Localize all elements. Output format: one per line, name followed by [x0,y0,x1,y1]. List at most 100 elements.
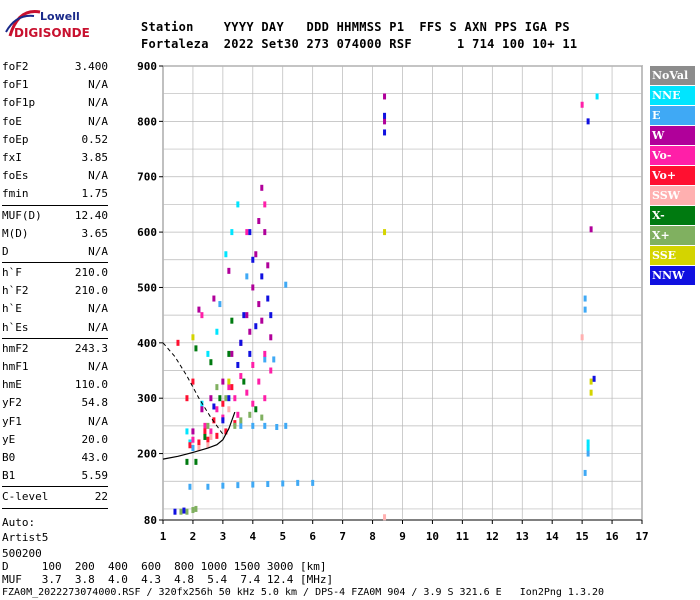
data-point-x [185,458,189,465]
data-point-w [200,406,204,413]
y-tick-label: 700 [137,171,157,184]
data-point-x [206,422,210,429]
data-point-e [583,306,587,313]
data-point-x [227,350,231,357]
param-name: foF1 [2,78,29,92]
param-separator [2,507,108,509]
param-row: yE 20.0 [2,431,108,449]
data-point-e [239,422,243,429]
x-tick-label: 15 [576,530,589,543]
param-row: foF1 N/A [2,76,108,94]
y-tick-label: 300 [137,392,157,405]
data-point-x [215,384,219,391]
x-tick-label: 12 [486,530,499,543]
data-point-vo [203,428,207,435]
data-point-e [263,356,267,363]
data-point-sse [191,334,195,341]
param-name: B0 [2,450,16,464]
data-point-nne [185,428,189,435]
data-point-e [284,281,288,288]
param-row: D N/A [2,243,108,261]
param-row: fmin 1.75 [2,185,108,203]
data-point-w [257,301,261,308]
data-point-vo [251,361,255,368]
data-point-w [383,118,387,125]
digisonde-logo: Lowell DIGISONDE [4,6,94,46]
data-point-x [248,411,252,418]
param-row: foE N/A [2,113,108,131]
data-point-e [245,273,249,280]
data-point-vo [200,312,204,319]
data-point-e [221,482,225,489]
x-tick-label: 16 [605,530,619,543]
param-row: h`Es N/A [2,319,108,337]
data-point-w [263,229,267,236]
data-point-nnw [254,323,258,330]
param-value: N/A [88,244,108,258]
param-name: h`F [2,266,22,280]
data-point-nnw [260,273,264,280]
param-value: 210.0 [74,284,108,298]
param-name: yF1 [2,414,22,428]
data-point-sse [227,378,231,385]
x-tick-label: 13 [516,530,529,543]
param-value: 3.85 [81,150,109,164]
data-point-nne [586,445,590,452]
data-point-nnw [586,118,590,125]
x-tick-label: 10 [426,530,439,543]
param-row: hmF2 243.3 [2,340,108,358]
param-value: N/A [88,360,108,373]
param-name: fxI [2,150,22,164]
data-point-vo [251,400,255,407]
param-row: h`F 210.0 [2,264,108,282]
x-tick-label: 3 [220,530,227,543]
data-point-vo [215,406,219,413]
data-point-vo [239,373,243,380]
data-point-e [191,445,195,452]
auto-line: Auto: [2,515,36,529]
data-point-e [251,422,255,429]
data-point-vo [230,384,234,391]
param-name: D [2,244,9,258]
param-value: 243.3 [74,341,108,355]
y-tick-label: 900 [137,60,157,73]
x-tick-label: 9 [399,530,406,543]
data-point-nnw [227,395,231,402]
x-tick-label: 17 [635,530,648,543]
param-row: M(D) 3.65 [2,225,108,243]
data-point-nne [206,350,210,357]
auto-line: Artist5 [2,531,49,544]
x-tick-label: 6 [309,530,316,543]
data-point-vo [212,417,216,424]
data-point-e [251,481,255,488]
data-point-w [221,378,225,385]
param-name: foF1p [2,96,36,110]
data-point-ssw [209,433,213,440]
param-name: foEs [2,169,29,183]
data-point-x [233,422,237,429]
data-point-x [185,508,189,515]
data-point-x [194,345,198,352]
y-tick-label: 200 [137,448,157,461]
data-point-vo [233,395,237,402]
param-value: N/A [88,169,108,183]
legend-item: X- [650,206,695,226]
data-point-w [245,312,249,319]
data-point-nnw [251,256,255,263]
legend-item: SSE [650,246,695,266]
legend-item: X+ [650,226,695,246]
data-point-w [260,317,264,324]
data-point-e [263,422,267,429]
param-row: yF1 N/A [2,413,108,431]
footer-distance-row: D 100 200 400 600 800 1000 1500 3000 [km… [2,560,327,573]
data-point-w [197,306,201,313]
data-point-vo [245,389,249,396]
data-point-nne [215,328,219,335]
param-value: 43.0 [81,450,109,464]
legend-item: NNW [650,266,695,286]
param-value: N/A [88,114,108,128]
logo-swoosh-icon [5,10,41,37]
data-point-w [209,395,213,402]
data-point-x [179,508,183,515]
data-point-x [254,406,258,413]
